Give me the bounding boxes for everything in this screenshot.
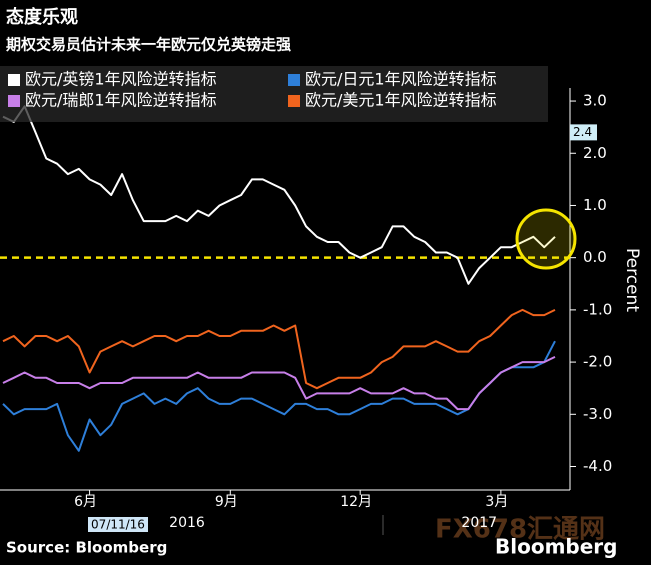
series-line [2,340,556,452]
legend-swatch [8,95,20,107]
highlight-circle [515,208,577,270]
legend-label: 欧元/美元1年风险逆转指标 [305,91,497,110]
legend-swatch [288,95,300,107]
legend-background [0,66,548,122]
cursor-value-box [570,124,597,141]
legend-label: 欧元/英镑1年风险逆转指标 [25,70,217,89]
legend-swatch [288,74,300,86]
y-tick-label: 0.0 [583,248,607,266]
x-tick-label: 6月 [74,494,97,510]
x-year-label: 2017 [461,515,497,531]
legend-label: 欧元/日元1年风险逆转指标 [305,70,497,89]
x-tick-label: 12月 [340,494,372,510]
series-line [2,105,556,285]
series-line [2,308,556,390]
y-tick-label: 1.0 [583,196,607,214]
chart-subtitle: 期权交易员估计未来一年欧元仅兑英镑走强 [6,36,291,54]
series-line [2,355,556,411]
chart-title: 态度乐观 [6,6,78,28]
y-tick-label: -4.0 [583,457,612,475]
legend-label: 欧元/瑞郎1年风险逆转指标 [25,91,217,110]
y-tick-label: 2.0 [583,144,607,162]
cursor-date-box [88,517,148,532]
y-tick-label: -1.0 [583,300,612,318]
brand: Bloomberg [495,535,617,559]
watermark: FX678汇通网 [435,515,605,545]
cursor-value: 2.4 [573,125,592,139]
x-tick-label: 3月 [485,494,508,510]
y-tick-label: -3.0 [583,405,612,423]
x-tick-label: 9月 [215,494,238,510]
y-tick-label: 3.0 [583,92,607,110]
cursor-date: 07/11/16 [91,518,145,532]
y-tick-label: -2.0 [583,353,612,371]
source: Source: Bloomberg [6,539,167,557]
y-axis-label: Percent [622,248,642,312]
x-year-label: 2016 [169,515,205,531]
legend-swatch [8,74,20,86]
